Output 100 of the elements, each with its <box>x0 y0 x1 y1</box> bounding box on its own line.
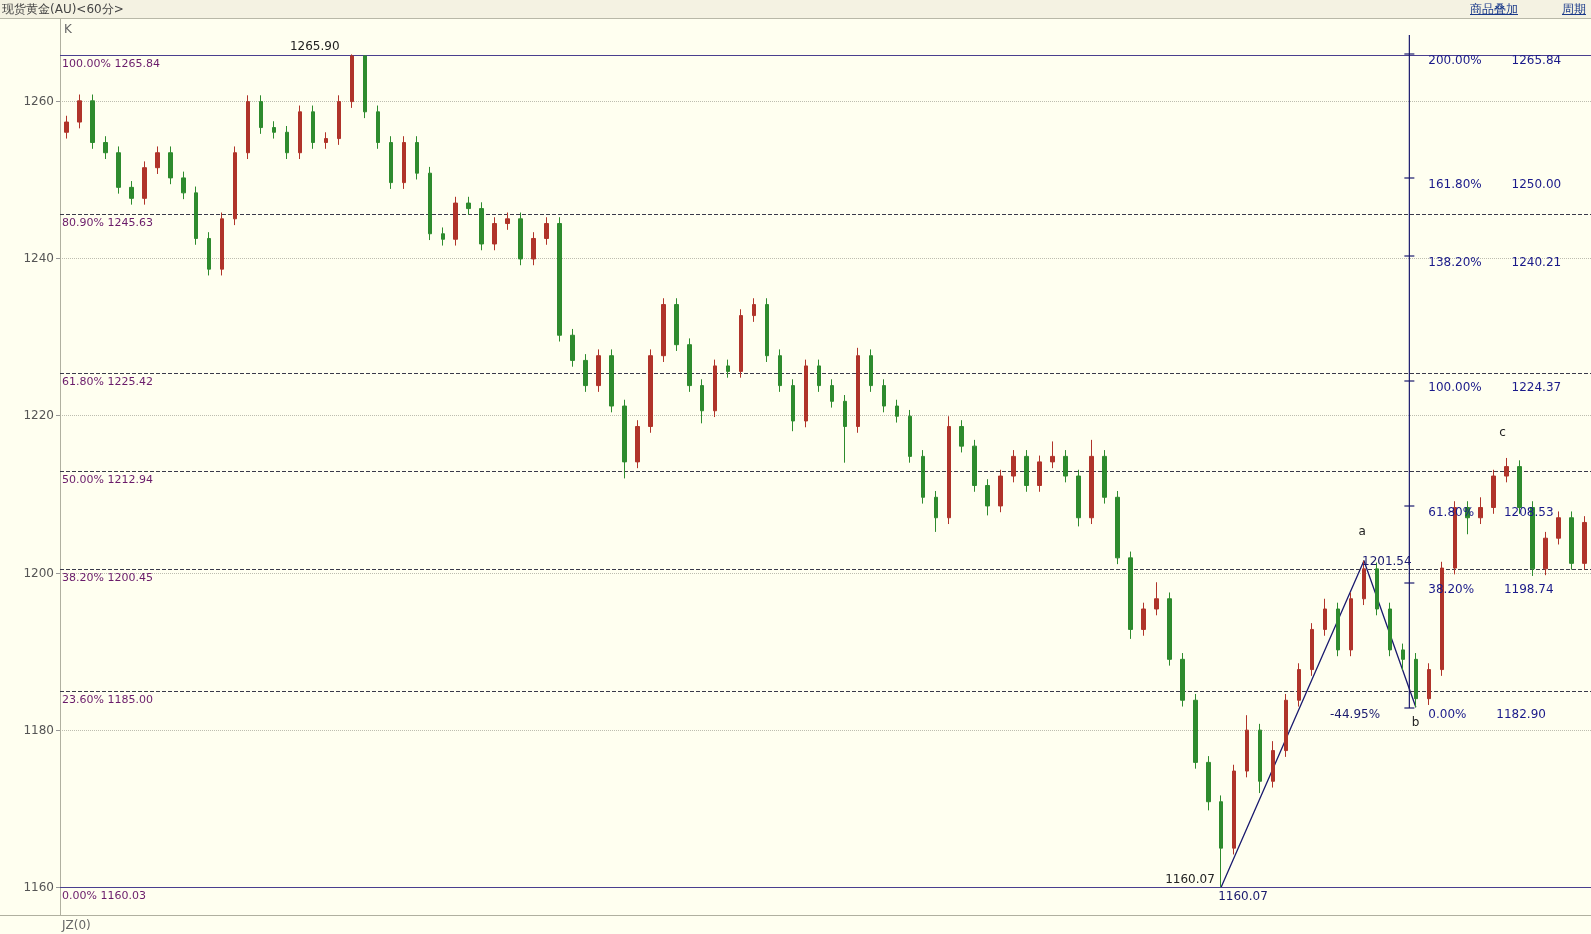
candlestick <box>661 297 666 363</box>
candlestick <box>90 94 95 150</box>
annotation: K <box>64 22 72 36</box>
candlestick <box>635 419 640 469</box>
candlestick <box>233 145 237 226</box>
candlestick <box>544 216 549 246</box>
candlestick <box>116 145 121 195</box>
candlestick <box>985 478 990 516</box>
candlestick <box>492 216 497 251</box>
candlestick <box>142 160 147 206</box>
candlestick <box>1193 693 1198 770</box>
candlestick <box>1232 764 1236 855</box>
candlestick <box>1024 449 1029 493</box>
candlestick <box>272 120 276 140</box>
annotation: 1160.07 <box>1218 888 1268 903</box>
candlestick <box>1297 662 1301 708</box>
candlestick <box>103 135 108 160</box>
candlestick <box>856 347 860 434</box>
candlestick <box>1582 515 1587 571</box>
ref-line-label: 38.20% 1200.45 <box>62 571 153 585</box>
candlestick <box>739 308 743 379</box>
candlestick <box>791 378 795 432</box>
candlestick <box>959 419 964 453</box>
candlestick <box>1050 440 1055 469</box>
candlestick <box>713 359 717 418</box>
candlestick <box>337 94 341 146</box>
ref-line-label: 50.00% 1212.94 <box>62 473 153 487</box>
candlestick <box>752 297 756 323</box>
candlestick <box>570 328 575 368</box>
text: 周期 <box>1562 2 1586 16</box>
ref-line-label: 100.00% 1265.84 <box>62 56 160 70</box>
y-tick-label: 1200 <box>23 565 54 580</box>
candlestick <box>1037 455 1042 493</box>
candlestick <box>778 348 782 393</box>
candlestick <box>129 180 134 206</box>
annotation: -44.95% <box>1330 707 1381 721</box>
candlestick <box>453 196 458 247</box>
candlestick <box>1569 510 1574 571</box>
candlestick <box>1141 602 1146 637</box>
candlestick <box>285 125 289 160</box>
candlestick <box>921 449 925 505</box>
annotation: c <box>1499 424 1506 439</box>
y-tick-label: 1160 <box>23 880 54 895</box>
candlestick <box>350 53 354 109</box>
candlestick <box>817 359 821 393</box>
candlestick <box>259 94 263 135</box>
candlestick <box>1284 693 1288 758</box>
candlestick <box>947 415 951 525</box>
ref-line-label: 61.80% 1225.42 <box>62 374 153 388</box>
candlestick <box>1504 457 1509 483</box>
candlestick <box>376 105 380 150</box>
candlestick <box>1401 643 1405 671</box>
candlestick <box>1206 755 1211 811</box>
candlestick <box>1089 439 1094 525</box>
candlestick <box>804 359 808 428</box>
candlestick <box>1491 469 1496 515</box>
candlestick <box>168 145 173 185</box>
annotation: 0.00% 1182.90 <box>1428 707 1546 721</box>
candlestick <box>518 212 523 266</box>
text: JZ(0) <box>62 918 91 932</box>
candlestick <box>765 297 769 363</box>
candlestick <box>895 399 899 424</box>
candlestick <box>843 394 847 464</box>
candlestick <box>1414 652 1418 708</box>
candlestick <box>583 353 588 393</box>
candlestick <box>998 469 1003 513</box>
candlestick <box>220 212 224 276</box>
ref-line-label: 23.60% 1185.00 <box>62 692 153 706</box>
candlestick <box>441 226 445 247</box>
candlestick <box>908 409 912 464</box>
ref-line-label: 80.90% 1245.63 <box>62 215 153 229</box>
candlestick <box>882 378 886 413</box>
annotation: 138.20% 1240.21 <box>1428 255 1562 269</box>
candlestick <box>1258 723 1262 794</box>
annotation: 1265.90 <box>289 39 340 54</box>
candlestick <box>972 439 977 493</box>
candlestick <box>246 94 250 160</box>
candlestick <box>194 186 198 246</box>
candlestick <box>207 231 211 276</box>
candlestick <box>1167 591 1172 667</box>
candlestick <box>687 337 692 393</box>
candlestick <box>1543 531 1548 576</box>
candlestick <box>531 231 536 266</box>
text: 商品叠加 <box>1470 2 1518 16</box>
annotation: b <box>1411 715 1420 730</box>
annotation: a <box>1358 523 1366 538</box>
candlestick <box>934 490 938 533</box>
annotation: 161.80% 1250.00 <box>1428 177 1562 191</box>
candlestick <box>1011 449 1016 483</box>
candlestick <box>869 348 873 393</box>
candlestick <box>1336 602 1340 657</box>
candlestick <box>1245 714 1249 778</box>
ref-line-label: 0.00% 1160.03 <box>62 889 146 903</box>
candlestick <box>505 212 510 231</box>
candlestick <box>1063 449 1068 483</box>
candlestick <box>77 94 82 129</box>
candlestick <box>1349 591 1353 657</box>
candlestick <box>155 145 160 175</box>
y-tick-label: 1180 <box>23 723 54 738</box>
candlestick <box>726 359 730 379</box>
